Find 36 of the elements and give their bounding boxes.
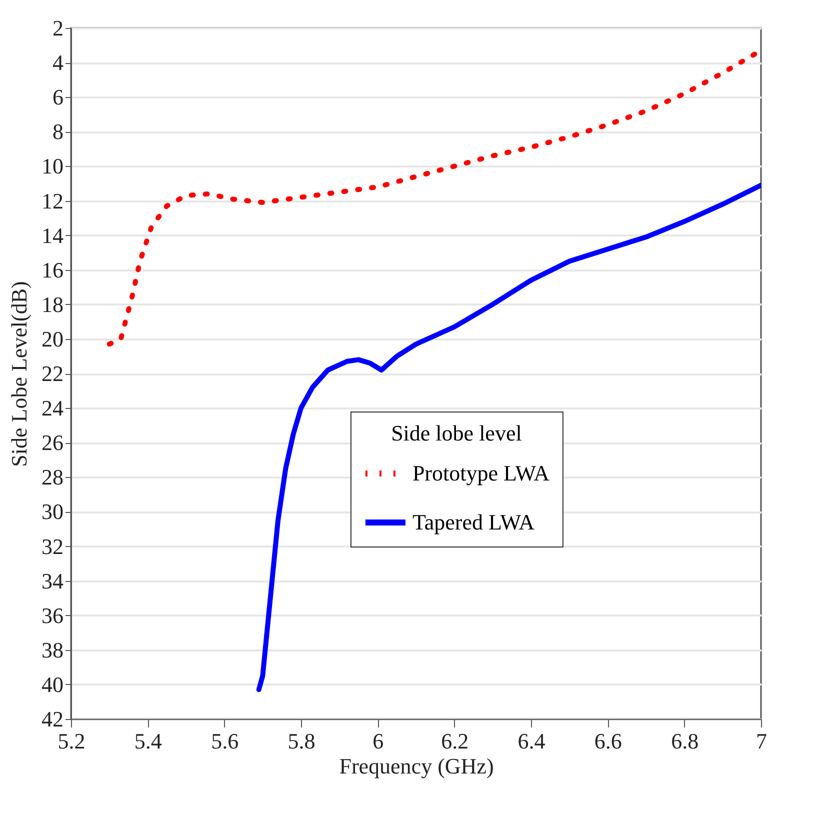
y-tick-label: 38 (42, 637, 64, 662)
legend-title: Side lobe level (391, 420, 522, 446)
y-tick-label: 40 (42, 672, 64, 697)
y-tick-label: 30 (42, 499, 64, 524)
x-tick-label: 5.4 (134, 728, 162, 754)
y-tick-label: 36 (42, 602, 64, 628)
y-tick-label: 12 (42, 188, 64, 214)
y-tick-label: 16 (42, 257, 64, 282)
y-tick-label: 24 (42, 396, 64, 421)
y-tick-label: 28 (42, 464, 64, 490)
x-tick-label: 5.2 (58, 728, 86, 754)
y-tick-label: 14 (42, 222, 64, 248)
legend-label: Tapered LWA (412, 510, 535, 535)
y-tick-label: 42 (42, 706, 64, 732)
y-tick-label: 26 (42, 430, 64, 456)
y-tick-label: 4 (52, 50, 64, 76)
y-tick-label: 32 (42, 534, 64, 559)
x-tick-label: 6.8 (671, 728, 699, 754)
x-tick-label: 5.6 (211, 728, 239, 754)
y-tick-label: 10 (42, 154, 64, 179)
legend-label: Prototype LWA (412, 460, 550, 486)
x-tick-label: 6 (372, 728, 384, 754)
y-tick-label: 22 (42, 361, 64, 386)
x-axis-title: Frequency (GHz) (339, 754, 494, 778)
x-tick-label: 6.2 (441, 728, 469, 754)
x-tick-label: 6.6 (594, 728, 622, 754)
y-tick-label: 34 (42, 568, 64, 594)
x-tick-label: 6.4 (518, 728, 546, 754)
y-tick-label: 8 (52, 119, 64, 144)
y-tick-label: 18 (42, 292, 64, 317)
x-tick-label: 7 (756, 728, 767, 754)
x-tick-label: 5.8 (288, 728, 316, 754)
y-tick-label: 2 (52, 16, 64, 40)
y-axis-title: Side Lobe Level(dB) (6, 281, 32, 467)
y-tick-label: 20 (42, 326, 64, 352)
y-tick-label: 6 (52, 84, 64, 110)
